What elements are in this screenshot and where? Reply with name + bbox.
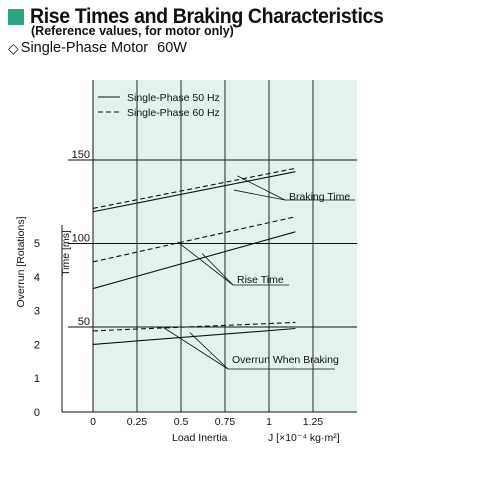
x-tick-label: 0.75 [215,416,236,428]
annotation-leader [201,253,234,286]
annotation-leader [189,332,229,370]
series-line [92,171,296,213]
overrun-tick-label: 4 [34,272,40,284]
legend-label: Single-Phase 60 Hz [127,107,220,119]
overrun-tick-label: 1 [34,373,40,385]
annotation-leader [163,327,229,370]
series-line [92,321,296,332]
x-axis-label: Load Inertia [172,432,228,444]
x-tick-label: 0.25 [127,416,148,428]
annotation-label: Overrun When Braking [232,354,339,366]
annotation-leaders: Braking Time Rise Time Overrun When Brakin… [163,175,355,370]
time-tick-label: 100 [72,233,90,245]
time-tick-label: 50 [78,316,90,328]
annotation-leader [237,175,286,201]
annotation-label: Rise Time [237,274,284,286]
diamond-icon: ◇ [8,40,19,56]
overrun-axis-label: Overrun [Rotations] [15,216,27,307]
overrun-tick-label: 2 [34,339,40,351]
axes: 0 0.25 0.5 0.75 1 1.25 50 100 150 0 1 2 3 4 5 [34,80,357,428]
motor-power: 60W [157,40,187,56]
overrun-tick-label: 3 [34,306,40,318]
legend-label: Single-Phase 50 Hz [127,92,220,104]
time-axis-label: Time [ms] [60,230,72,276]
x-tick-label: 1.25 [303,416,324,428]
x-axis-unit-label: J [×10⁻⁴ kg·m²] [268,432,340,444]
legend: Single-Phase 50 Hz Single-Phase 60 Hz [98,92,220,119]
x-tick-label: 0 [90,416,96,428]
series-line [92,167,296,209]
time-tick-label: 150 [72,149,90,161]
title-row: Rise Times and Braking Characteristics [8,4,410,30]
overrun-tick-label: 5 [34,238,40,250]
motor-label: Single-Phase Motor [20,40,149,56]
annotation-leader [177,241,234,286]
series-line [92,216,296,263]
page-subtitle: (Reference values, for motor only) [31,24,234,38]
x-tick-label: 0.5 [174,416,189,428]
page-title: Rise Times and Braking Characteristics [30,5,384,28]
overrun-tick-label: 0 [34,407,40,419]
series-line [92,231,296,290]
title-marker [8,9,24,25]
grid [68,80,357,412]
annotation-leader [233,189,286,201]
x-tick-label: 1 [266,416,272,428]
annotation-label: Braking Time [289,191,350,203]
axis-labels: Load Inertia J [×10⁻⁴ kg·m²] Time [ms] Over… [15,216,340,444]
motor-heading: ◇ Single-Phase Motor 60W [8,40,187,56]
